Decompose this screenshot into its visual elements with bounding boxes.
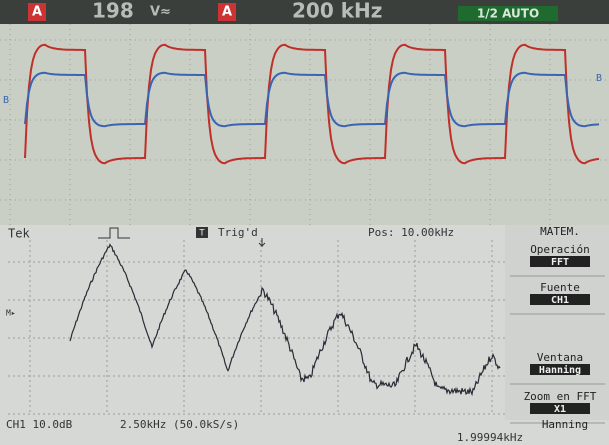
position: Pos: 10.00kHz bbox=[368, 226, 454, 239]
mode-box bbox=[458, 6, 558, 21]
mode: 1/2 AUTO bbox=[477, 7, 539, 21]
menu-value-box bbox=[530, 294, 590, 305]
trigger-arrow bbox=[258, 238, 266, 248]
trigger-icon: T bbox=[199, 229, 205, 239]
menu-title: MATEM. bbox=[540, 225, 580, 238]
red-trace bbox=[24, 43, 600, 165]
menu-label: Zoom en FFT bbox=[524, 390, 597, 403]
channel-label: A bbox=[222, 5, 232, 20]
footer-scale: CH1 10.0dB bbox=[6, 418, 73, 431]
trigger-glyph bbox=[98, 227, 130, 239]
menu-value-box bbox=[530, 403, 590, 414]
menu-label: Ventana bbox=[537, 351, 583, 364]
blue-trace bbox=[24, 71, 600, 128]
reading: 198 bbox=[92, 0, 134, 23]
marker: M▸ bbox=[6, 309, 16, 318]
menu-value-box bbox=[530, 256, 590, 267]
menu-value: CH1 bbox=[551, 295, 569, 306]
menu-label: Operación bbox=[530, 243, 590, 256]
trigger-status: Trig'd bbox=[218, 226, 258, 239]
top-screen bbox=[0, 0, 609, 225]
footer-sample: 2.50kHz (50.0kS/s) bbox=[120, 418, 239, 431]
badge bbox=[218, 3, 236, 21]
channel-label: A bbox=[32, 5, 42, 20]
timebase: 200 kHz bbox=[292, 0, 382, 23]
menu-value: Hanning bbox=[539, 364, 581, 376]
badge bbox=[28, 3, 46, 21]
menu-value: FFT bbox=[551, 257, 569, 268]
fft-trace bbox=[69, 243, 501, 397]
menu-value: X1 bbox=[554, 404, 566, 415]
bottom-grid bbox=[8, 240, 505, 415]
footer-frequency: 1.99994kHz bbox=[457, 431, 523, 444]
menu-value-box bbox=[530, 364, 590, 375]
trig-box bbox=[196, 227, 208, 238]
trace-marker: B bbox=[3, 95, 9, 106]
reading-unit: V≈ bbox=[150, 5, 171, 20]
menu-label: Fuente bbox=[540, 281, 580, 294]
trace-marker: B bbox=[596, 73, 602, 84]
footer-window: Hanning bbox=[542, 418, 588, 431]
brand: Tek bbox=[8, 227, 30, 241]
